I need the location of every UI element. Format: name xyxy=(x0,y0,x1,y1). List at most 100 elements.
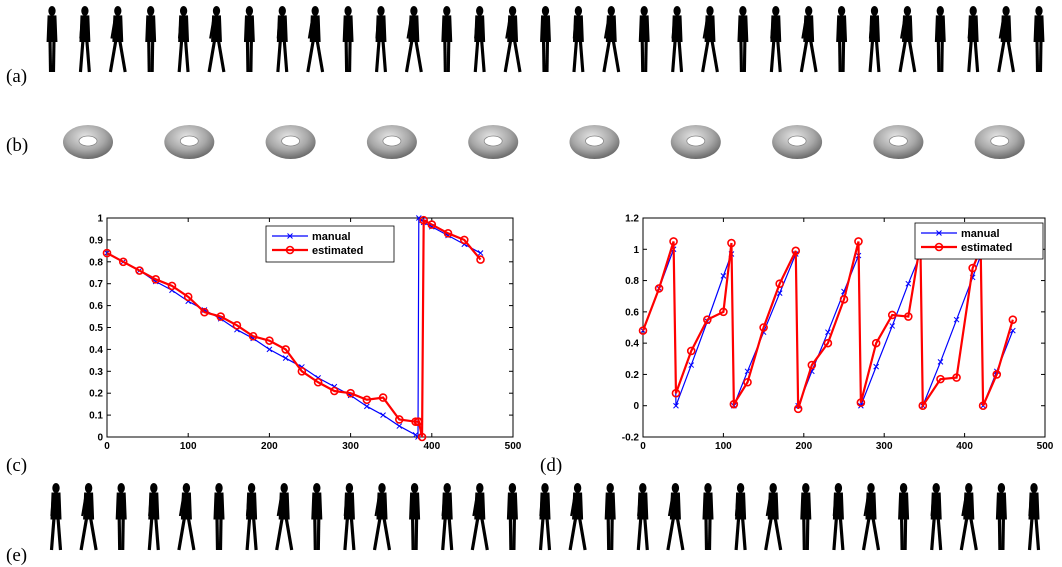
marker xyxy=(313,377,323,387)
marker xyxy=(151,275,161,284)
marker xyxy=(936,374,945,384)
silhouette xyxy=(245,483,258,551)
head xyxy=(706,5,714,16)
y-tick-label: 0.8 xyxy=(89,257,103,268)
marker xyxy=(118,257,128,267)
arm xyxy=(209,17,215,39)
x-tick-label: 200 xyxy=(261,441,278,452)
silhouette xyxy=(734,483,747,551)
legend-label: manual xyxy=(961,228,1000,240)
leg xyxy=(207,40,217,73)
panel-label: (a) xyxy=(6,66,27,87)
leg xyxy=(741,517,747,551)
marker xyxy=(216,312,225,321)
leg xyxy=(666,517,675,551)
arm xyxy=(276,494,283,517)
silhouette xyxy=(1027,483,1041,551)
marker xyxy=(363,403,370,410)
leg xyxy=(252,517,258,551)
leg xyxy=(701,40,710,73)
leg xyxy=(372,517,382,551)
marker xyxy=(727,238,736,248)
leg xyxy=(85,40,91,73)
leg xyxy=(868,40,875,73)
leg xyxy=(773,517,783,551)
silhouette xyxy=(702,483,714,551)
silhouette xyxy=(799,5,818,73)
torus-hole xyxy=(382,135,402,147)
leg xyxy=(764,517,773,551)
arm xyxy=(148,494,152,517)
marker xyxy=(362,395,372,405)
silhouette xyxy=(473,5,486,73)
leg xyxy=(473,40,480,73)
y-tick-label: 0.4 xyxy=(89,345,103,356)
head xyxy=(965,483,973,493)
silhouette xyxy=(108,5,127,73)
marker xyxy=(825,329,831,336)
marker xyxy=(414,417,424,426)
head xyxy=(443,5,451,16)
head xyxy=(81,5,89,16)
torus-hole xyxy=(585,135,604,147)
head xyxy=(48,5,56,16)
marker xyxy=(459,235,469,245)
marker xyxy=(380,412,386,418)
torus-hole xyxy=(787,135,807,147)
arm xyxy=(177,17,182,39)
silhouette xyxy=(441,483,454,551)
marker xyxy=(703,315,712,324)
panel-label: (d) xyxy=(540,455,562,476)
marker xyxy=(443,229,453,238)
arm xyxy=(81,494,87,517)
marker xyxy=(669,237,678,246)
leg xyxy=(414,517,419,551)
head xyxy=(639,483,647,493)
head xyxy=(870,5,879,16)
arm xyxy=(50,494,54,517)
head xyxy=(278,5,286,16)
leg xyxy=(313,517,317,551)
leg xyxy=(177,40,184,73)
silhouette xyxy=(49,483,63,551)
y-tick-label: 0.4 xyxy=(625,339,639,350)
marker xyxy=(688,362,695,368)
silhouette xyxy=(372,483,392,551)
marker xyxy=(427,220,437,229)
head xyxy=(150,483,158,493)
head xyxy=(903,5,912,16)
arm xyxy=(570,494,576,517)
marker xyxy=(729,399,739,409)
leg xyxy=(967,40,973,73)
y-tick-label: 0.3 xyxy=(89,367,103,378)
leg xyxy=(89,517,98,551)
marker xyxy=(856,398,866,407)
silhouette xyxy=(503,5,522,73)
arm xyxy=(930,494,935,517)
silhouette xyxy=(861,483,881,551)
leg xyxy=(56,517,63,551)
marker xyxy=(992,370,1002,379)
leg xyxy=(381,40,388,73)
leg xyxy=(643,517,649,551)
marker xyxy=(807,360,817,370)
marker xyxy=(775,279,784,289)
head xyxy=(936,5,944,16)
leg xyxy=(183,40,190,73)
leg xyxy=(470,517,480,551)
head xyxy=(802,483,810,493)
legend-marker xyxy=(285,245,295,255)
head xyxy=(215,483,223,493)
leg xyxy=(776,40,782,73)
series-line xyxy=(106,218,482,438)
legend-marker xyxy=(287,233,293,239)
leg xyxy=(973,40,980,73)
leg xyxy=(769,40,776,73)
torus-hole xyxy=(483,135,503,147)
x-tick-label: 0 xyxy=(640,441,646,452)
silhouette xyxy=(572,5,585,73)
leg xyxy=(447,517,454,551)
head xyxy=(114,5,122,16)
marker xyxy=(183,292,193,302)
marker xyxy=(638,326,648,335)
